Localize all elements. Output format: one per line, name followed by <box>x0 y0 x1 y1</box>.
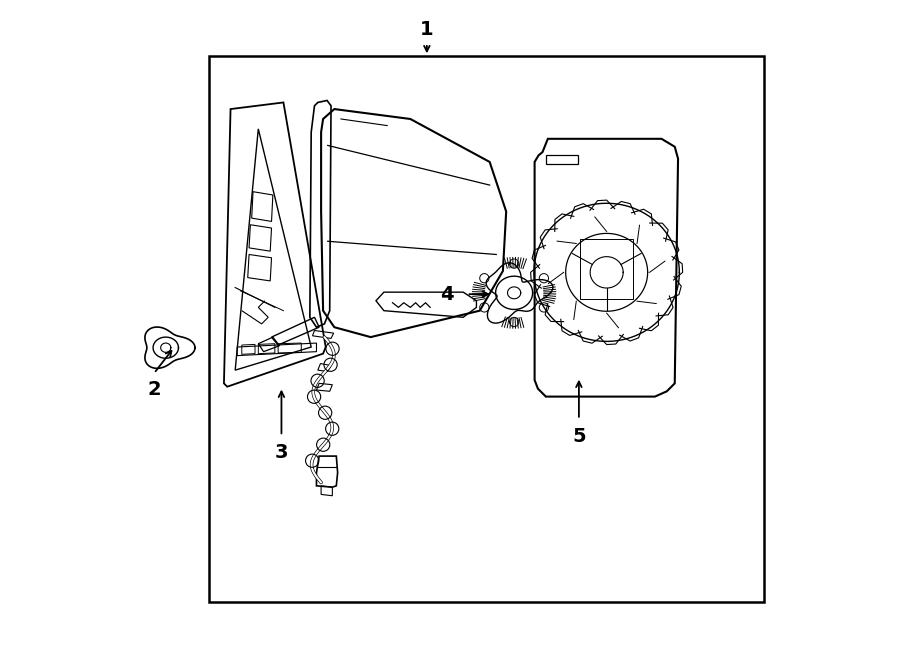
Text: 5: 5 <box>572 427 586 446</box>
Text: 4: 4 <box>440 285 454 303</box>
Text: 3: 3 <box>274 444 288 462</box>
Text: 1: 1 <box>420 20 434 39</box>
Text: 2: 2 <box>147 381 161 399</box>
Bar <box>209 56 764 602</box>
